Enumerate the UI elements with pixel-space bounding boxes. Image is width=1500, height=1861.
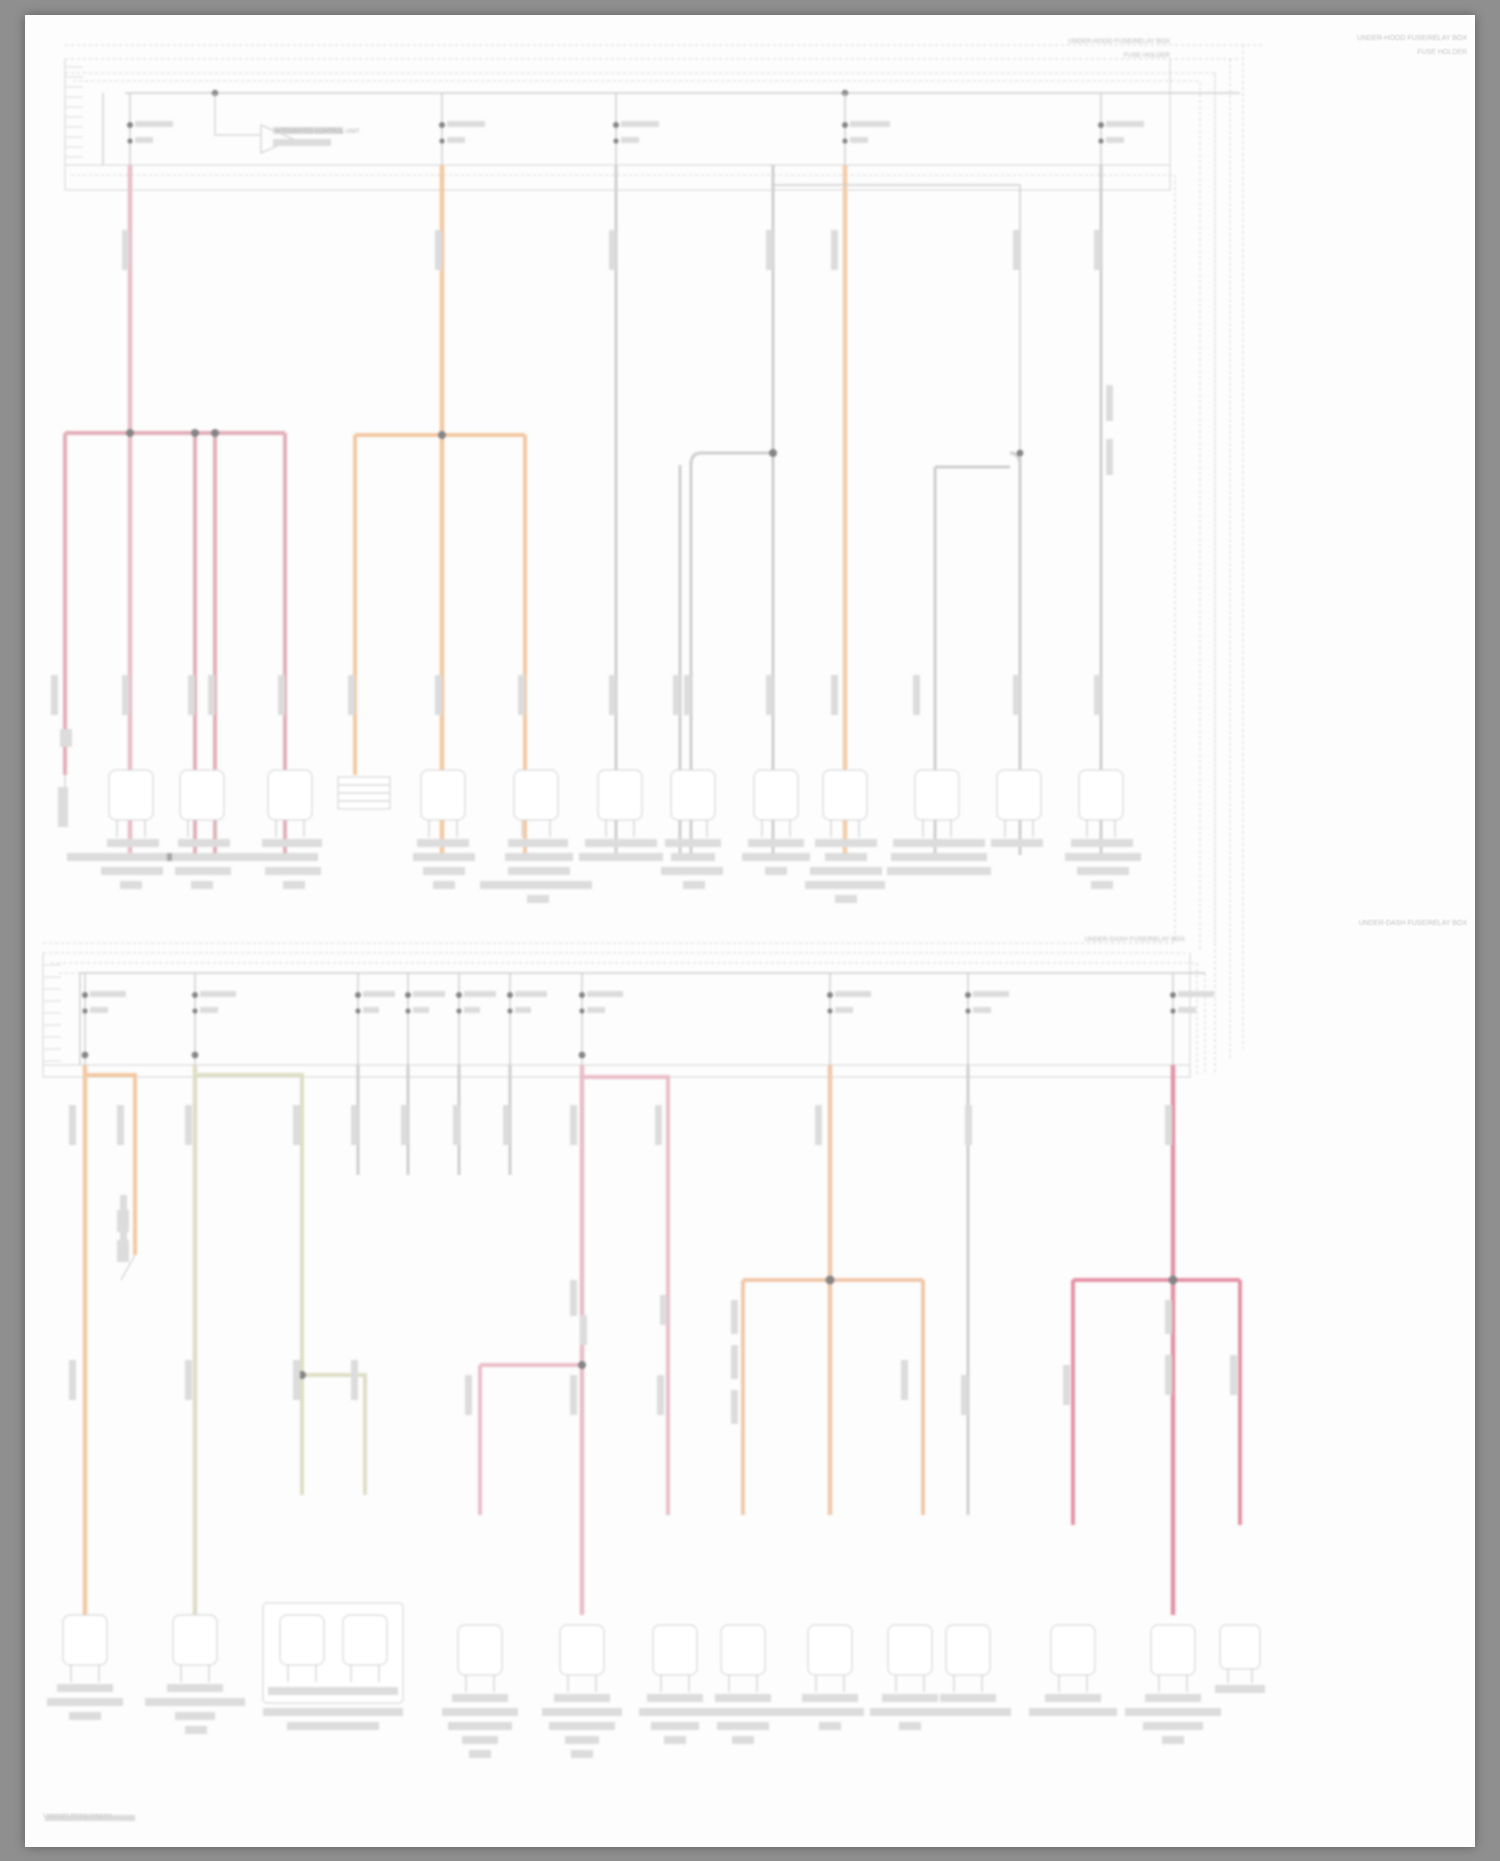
component-resistor — [337, 776, 391, 810]
fuse-top-4[interactable] — [842, 93, 890, 165]
fuse-top-1[interactable] — [127, 93, 173, 165]
fuse-bottom-17[interactable] — [579, 973, 623, 1065]
fuse-bottom-12[interactable] — [192, 973, 236, 1065]
bottom-components — [47, 1210, 1265, 1758]
wire-pink-main — [63, 165, 287, 855]
diagram-sheet: UNDER-HOOD FUSE/RELAY BOX FUSE HOLDER IN… — [25, 15, 1475, 1847]
footer-bar — [45, 1815, 135, 1821]
fuse-bottom-20[interactable] — [1170, 973, 1214, 1065]
component-dual — [262, 1602, 404, 1730]
fuse-bottom-19[interactable] — [965, 973, 1009, 1065]
bottom-fuse-box: UNDER-DASH FUSE/RELAY BOX — [42, 936, 1206, 1078]
fuse-top-3[interactable] — [613, 93, 659, 165]
relay-label: INTEGRATED CONTROL UNIT — [275, 129, 360, 135]
bottom-box-header: UNDER-DASH FUSE/RELAY BOX — [1084, 936, 1185, 943]
fuse-top-5[interactable] — [1098, 93, 1144, 165]
wiring-diagram-svg: UNDER-HOOD FUSE/RELAY BOX FUSE HOLDER IN… — [42, 38, 1265, 1821]
component-switch-1 — [117, 1210, 136, 1281]
bottom-fuse-group — [82, 973, 1214, 1065]
wire-orange-main — [353, 165, 527, 855]
bottom-wire-labels — [69, 1105, 1237, 1424]
fuse-bottom-18[interactable] — [827, 973, 871, 1065]
top-box-header: UNDER-HOOD FUSE/RELAY BOX — [1068, 38, 1171, 45]
bottom-wires — [81, 1051, 1242, 1615]
fuse-bottom-14[interactable] — [405, 973, 445, 1065]
fuse-bottom-13[interactable] — [355, 973, 395, 1065]
wire-gray-center — [678, 165, 777, 855]
component-ground — [58, 729, 72, 827]
top-components — [58, 729, 1141, 903]
integrated-control-unit: INTEGRATED CONTROL UNIT — [214, 93, 360, 154]
wire-orange-f4 — [773, 165, 1022, 855]
fuse-bottom-15[interactable] — [456, 973, 496, 1065]
fuse-bottom-16[interactable] — [507, 973, 547, 1065]
top-box-subheader: FUSE HOLDER — [1124, 52, 1171, 59]
right-return-lines — [1214, 45, 1244, 1073]
fuse-top-2[interactable] — [439, 93, 485, 165]
top-fuse-box: UNDER-HOOD FUSE/RELAY BOX FUSE HOLDER — [64, 38, 1265, 950]
top-wire-labels — [51, 230, 1113, 715]
top-fuse-group — [127, 93, 1144, 165]
fuse-bottom-11[interactable] — [82, 973, 126, 1065]
